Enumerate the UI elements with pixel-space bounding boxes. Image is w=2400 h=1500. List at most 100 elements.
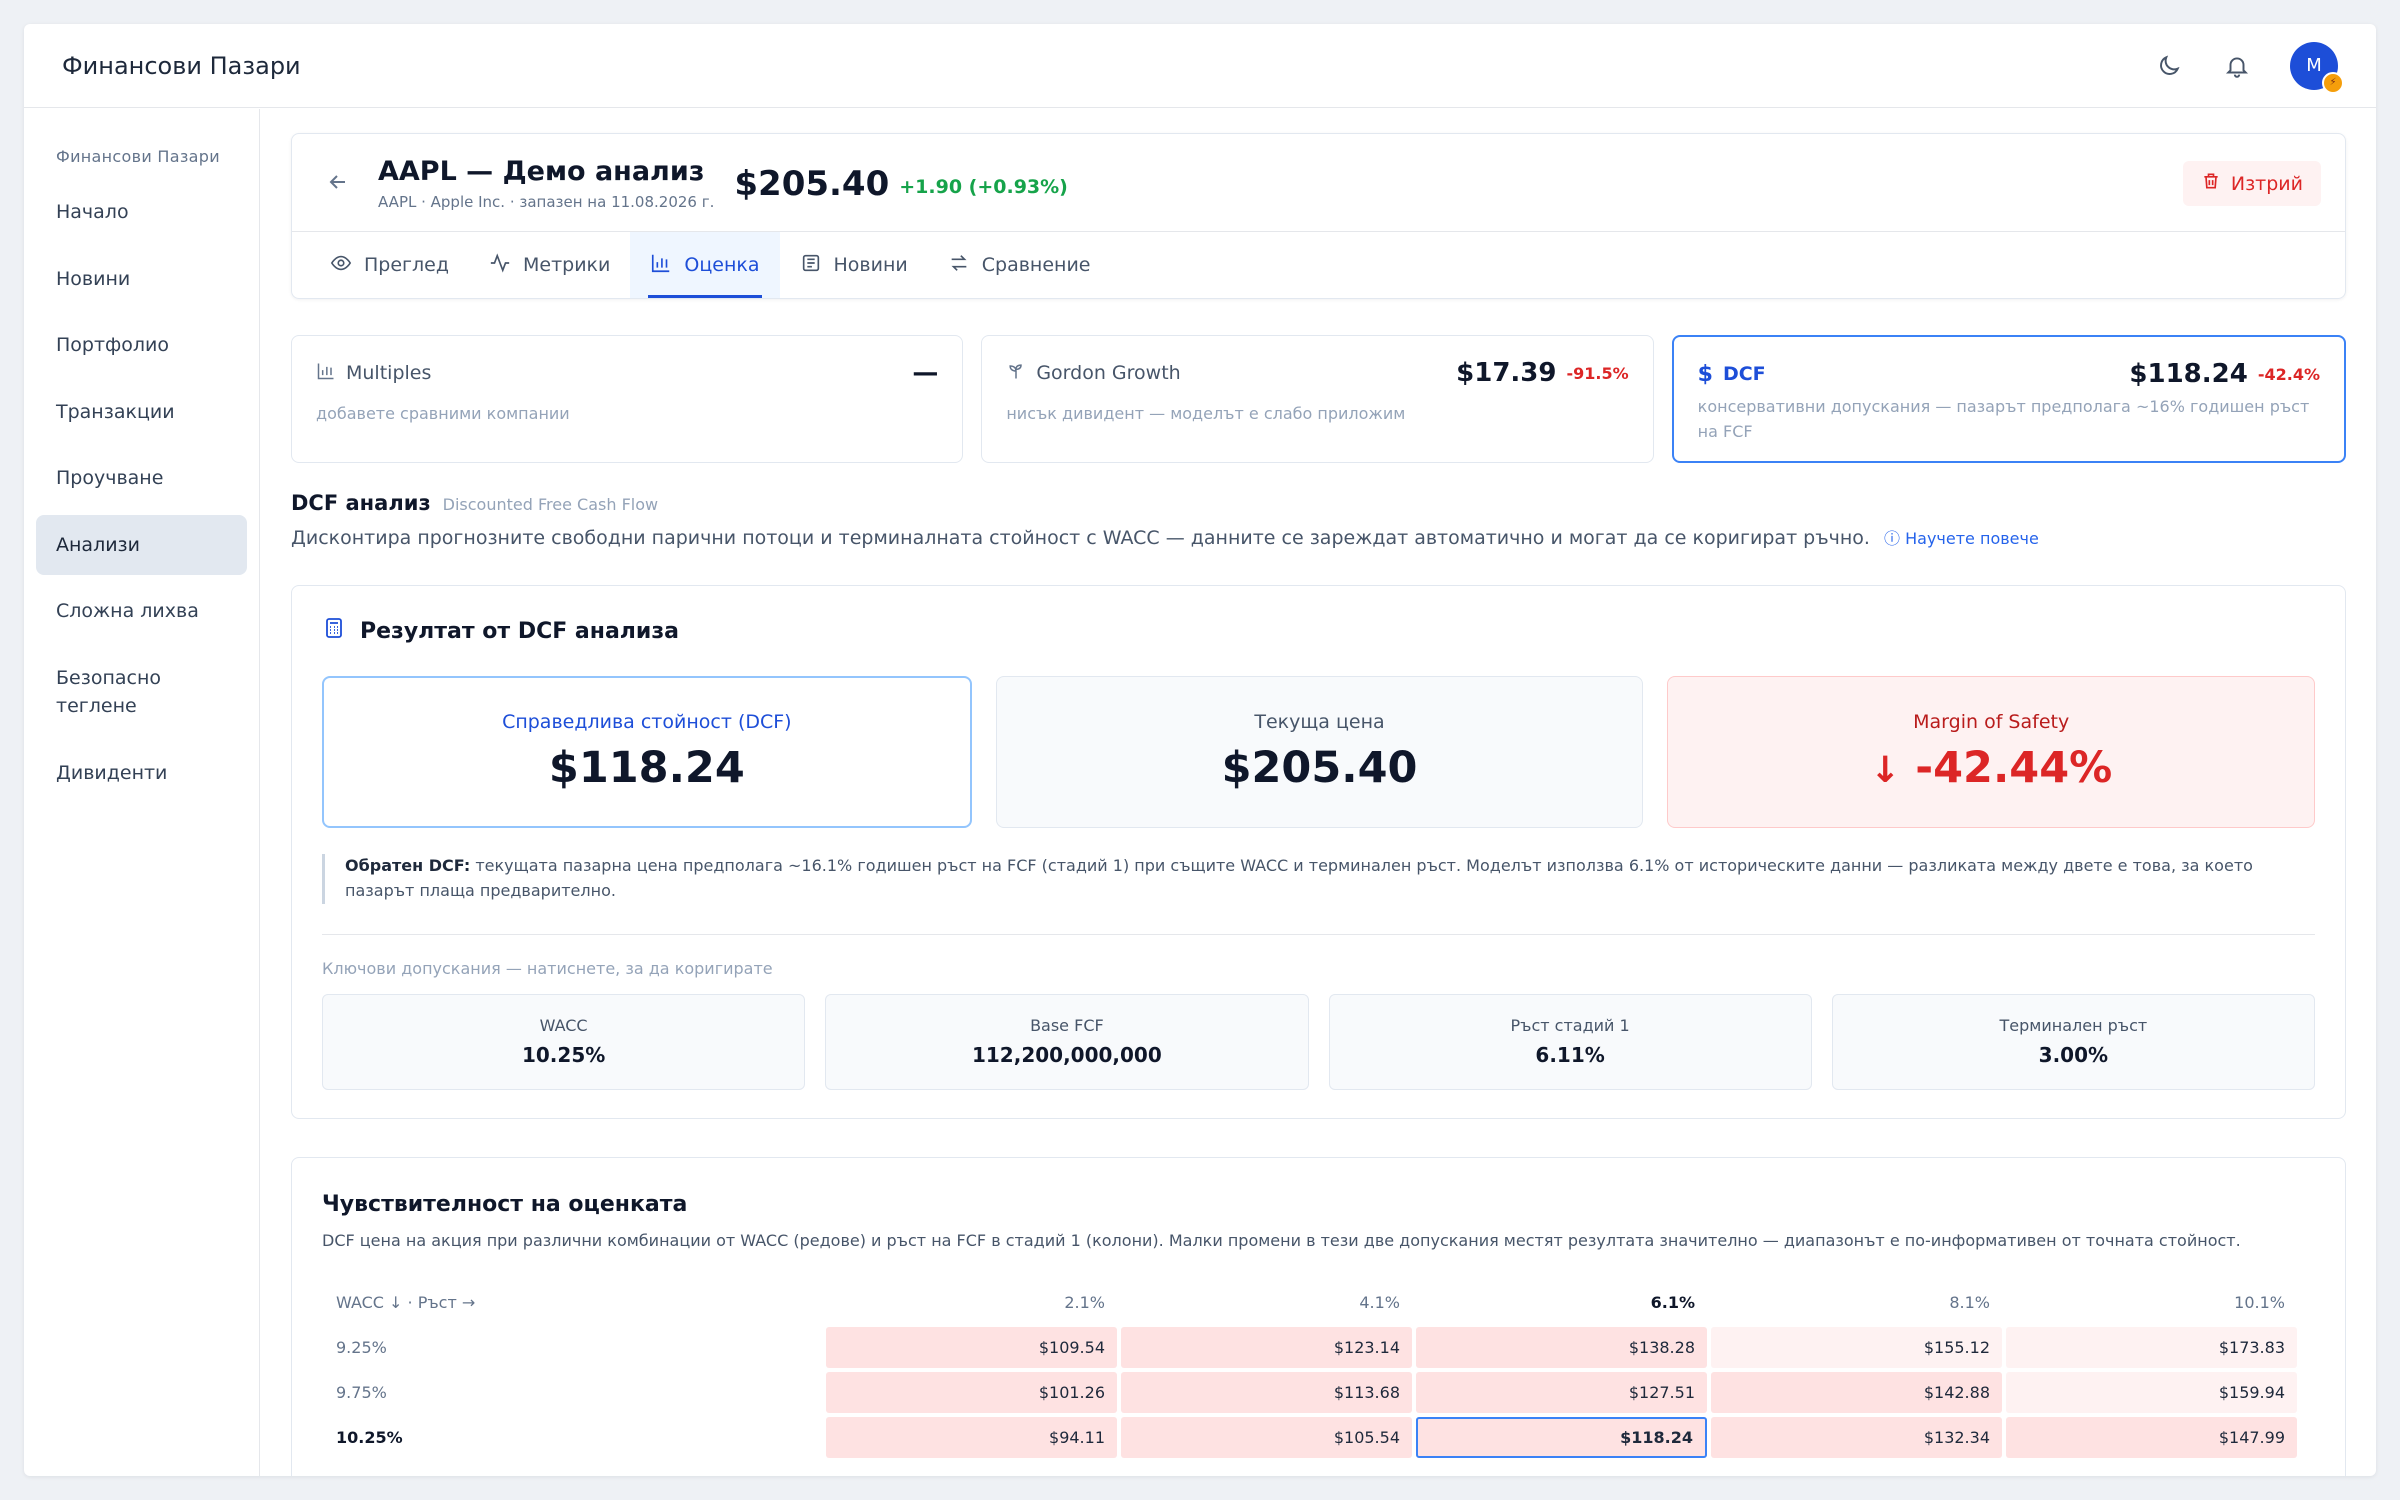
tab-label: Метрики xyxy=(523,254,611,276)
current-price-label: Текуща цена xyxy=(1254,711,1385,733)
moon-icon[interactable] xyxy=(2154,51,2184,81)
table-cell: $173.83 xyxy=(2006,1327,2297,1368)
column-header: 6.1% xyxy=(1650,1293,1695,1312)
sensitivity-desc: DCF цена на акция при различни комбинаци… xyxy=(322,1231,2241,1250)
column-header: 2.1% xyxy=(1064,1293,1105,1312)
column-header: 10.1% xyxy=(2234,1293,2285,1312)
model-pct: -42.4% xyxy=(2257,364,2320,384)
analysis-header: AAPL — Демо анализ AAPL · Apple Inc. · з… xyxy=(291,133,2346,299)
sensitivity-table: WACC ↓ · Ръст → 2.1% 4.1% 6.1% 8.1% 10.1… xyxy=(322,1280,2315,1460)
sidebar-item-dividends[interactable]: Дивиденти xyxy=(56,761,168,784)
sidebar-heading: Финансови Пазари xyxy=(56,147,220,166)
tab-metrics[interactable]: Метрики xyxy=(469,232,630,298)
assumption-base-fcf[interactable]: Base FCF 112,200,000,000 xyxy=(825,993,1309,1090)
assumption-name: Base FCF xyxy=(1030,1016,1104,1036)
model-name: Gordon Growth xyxy=(1036,362,1181,384)
reverse-text: текущата пазарна цена предполага ~16.1% … xyxy=(345,856,2253,900)
page-subtitle: AAPL · Apple Inc. · запазен на 11.08.202… xyxy=(378,193,715,211)
model-card-gordon[interactable]: Gordon Growth $17.39 -91.5% нисък дивиде… xyxy=(981,335,1654,463)
price-change: +1.90 (+0.93%) xyxy=(899,175,1068,198)
sidebar-item-compound-interest[interactable]: Сложна лихва xyxy=(56,600,199,622)
current-price-value: $205.40 xyxy=(1221,743,1418,793)
swap-icon xyxy=(948,252,970,279)
model-card-multiples[interactable]: Multiples — добавете сравними компании xyxy=(291,335,964,463)
mos-label: Margin of Safety xyxy=(1913,711,2070,733)
sidebar: Финансови Пазари Начало Новини Портфолио… xyxy=(24,109,260,1476)
assumption-terminal-growth[interactable]: Терминален ръст 3.00% xyxy=(1831,993,2315,1090)
bar-chart-icon xyxy=(316,361,336,386)
current-price-card: Текуща цена $205.40 xyxy=(995,676,1644,828)
row-header: 9.25% xyxy=(336,1338,387,1357)
table-cell-selected: $118.24 xyxy=(1416,1417,1707,1458)
model-name: DCF xyxy=(1722,363,1766,385)
activity-icon xyxy=(489,252,511,279)
table-cell: $142.88 xyxy=(1711,1372,2002,1413)
help-circle-icon: ⓘ xyxy=(1884,529,1901,548)
page-title: AAPL — Демо анализ xyxy=(378,156,705,187)
learn-more-label: Научете повече xyxy=(1905,529,2039,548)
model-desc: нисък дивидент — моделът е слабо приложи… xyxy=(1006,404,1406,423)
assumption-wacc[interactable]: WACC 10.25% xyxy=(322,993,806,1090)
assumption-name: Ръст стадий 1 xyxy=(1510,1016,1630,1036)
tab-valuation[interactable]: Оценка xyxy=(630,232,780,298)
assumption-value: 112,200,000,000 xyxy=(971,1043,1162,1068)
bar-chart-icon xyxy=(650,252,672,279)
model-name: Multiples xyxy=(346,362,432,384)
current-price: $205.40 xyxy=(734,163,890,204)
table-cell: $138.28 xyxy=(1416,1327,1707,1368)
mos-value: -42.44% xyxy=(1915,743,2113,793)
dcf-section-title: DCF анализ Discounted Free Cash Flow xyxy=(291,491,2346,515)
table-row: 9.25% $109.54 $123.14 $138.28 $155.12 $1… xyxy=(322,1325,2315,1370)
tab-label: Преглед xyxy=(364,254,449,276)
table-cell: $127.51 xyxy=(1416,1372,1707,1413)
model-desc: консервативни допускания — пазарът предп… xyxy=(1697,397,2310,441)
model-value: — xyxy=(912,358,939,388)
table-cell: $159.94 xyxy=(2006,1372,2297,1413)
table-cell: $94.11 xyxy=(826,1417,1117,1458)
sidebar-item-analyses[interactable]: Анализи xyxy=(36,514,247,575)
model-cards: Multiples — добавете сравними компании G… xyxy=(291,335,2346,463)
tab-compare[interactable]: Сравнение xyxy=(928,232,1111,298)
tab-news[interactable]: Новини xyxy=(780,232,928,298)
assumption-name: Терминален ръст xyxy=(1999,1016,2148,1036)
trash-icon xyxy=(2201,171,2221,196)
learn-more-link[interactable]: ⓘ Научете повече xyxy=(1884,529,2039,548)
model-value: $118.24 xyxy=(2129,359,2248,389)
sidebar-item-news[interactable]: Новини xyxy=(56,267,131,290)
table-row: 9.75% $101.26 $113.68 $127.51 $142.88 $1… xyxy=(322,1370,2315,1415)
table-cell: $147.99 xyxy=(2006,1417,2297,1458)
fair-value-card: Справедлива стойност (DCF) $118.24 xyxy=(322,676,972,828)
tab-label: Новини xyxy=(833,254,908,276)
dcf-title: DCF анализ xyxy=(291,491,431,515)
app-title: Финансови Пазари xyxy=(62,51,301,80)
sidebar-item-safe-withdrawal[interactable]: Безопасно теглене xyxy=(56,666,162,718)
row-header: 9.75% xyxy=(336,1383,387,1402)
back-arrow-icon[interactable] xyxy=(326,170,352,198)
delete-button[interactable]: Изтрий xyxy=(2182,161,2321,206)
sidebar-item-research[interactable]: Проучване xyxy=(56,467,164,489)
divider xyxy=(322,933,2315,935)
table-cell: $113.68 xyxy=(1121,1372,1412,1413)
top-bar: Финансови Пазари M ⚡ xyxy=(24,24,2376,108)
avatar-initial: M xyxy=(2306,55,2322,76)
eye-icon xyxy=(330,252,352,279)
model-card-dcf[interactable]: $ DCF $118.24 -42.4% консервативни допус… xyxy=(1671,335,2346,463)
avatar[interactable]: M ⚡ xyxy=(2290,41,2344,94)
app-window: Финансови Пазари M ⚡ Финансови Пазари На… xyxy=(24,24,2376,1476)
bell-icon[interactable] xyxy=(2222,51,2252,81)
sidebar-item-home[interactable]: Начало xyxy=(56,201,129,223)
arrow-down-icon: ↓ xyxy=(1870,750,1901,791)
table-cell: $105.54 xyxy=(1121,1417,1412,1458)
tab-label: Оценка xyxy=(684,254,760,276)
tab-overview[interactable]: Преглед xyxy=(310,232,469,298)
sidebar-item-portfolio[interactable]: Портфолио xyxy=(56,334,170,356)
table-cell: $132.34 xyxy=(1711,1417,2002,1458)
fair-value-label: Справедлива стойност (DCF) xyxy=(502,711,792,733)
sidebar-item-transactions[interactable]: Транзакции xyxy=(56,400,175,423)
assumption-stage1-growth[interactable]: Ръст стадий 1 6.11% xyxy=(1328,993,1812,1090)
model-desc: добавете сравними компании xyxy=(316,404,570,423)
mos-value-wrap: ↓ -42.44% xyxy=(1870,743,2112,793)
assumptions-label: Ключови допускания — натиснете, за да ко… xyxy=(322,958,773,978)
main-content: AAPL — Демо анализ AAPL · Apple Inc. · з… xyxy=(261,109,2376,1476)
sensitivity-title: Чувствителност на оценката xyxy=(322,1192,688,1217)
